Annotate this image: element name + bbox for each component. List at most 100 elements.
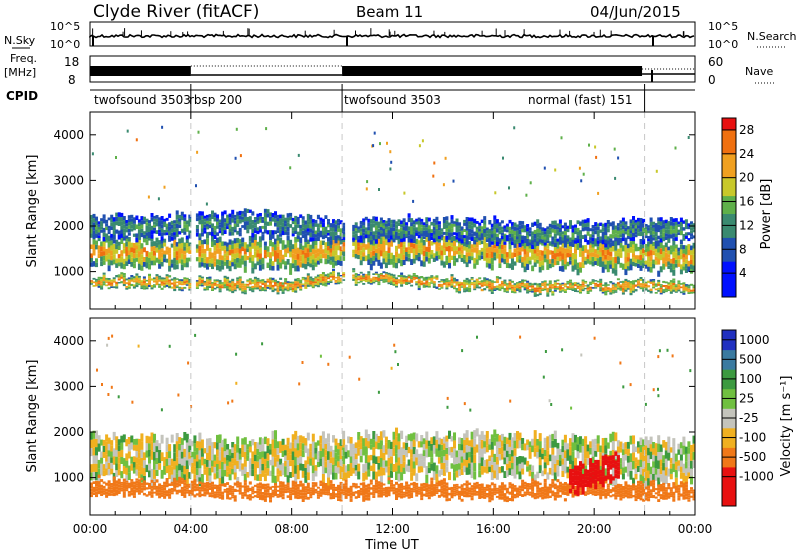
heatmap-cell bbox=[265, 127, 267, 130]
heatmap-cell bbox=[330, 240, 333, 244]
heatmap-cell bbox=[115, 156, 117, 159]
heatmap-cell bbox=[362, 438, 365, 447]
colorbar-segment bbox=[722, 190, 736, 197]
heatmap-cell bbox=[433, 445, 436, 454]
heatmap-cell bbox=[264, 466, 267, 473]
heatmap-cell bbox=[289, 166, 291, 169]
heatmap-cell bbox=[277, 230, 280, 233]
freq-tick-low: 8 bbox=[68, 73, 76, 87]
heatmap-cell bbox=[298, 154, 300, 157]
heatmap-cell bbox=[551, 448, 554, 455]
heatmap-cell bbox=[662, 455, 665, 463]
heatmap-cell bbox=[561, 287, 564, 289]
heatmap-cell bbox=[251, 220, 254, 224]
heatmap-cell bbox=[327, 283, 330, 285]
heatmap-cell bbox=[445, 282, 448, 284]
heatmap-cell bbox=[564, 291, 567, 293]
heatmap-cell bbox=[251, 282, 254, 284]
heatmap-cell bbox=[322, 219, 325, 223]
heatmap-cell bbox=[196, 151, 198, 154]
heatmap-cell bbox=[385, 277, 388, 279]
heatmap-cell bbox=[494, 191, 496, 194]
heatmap-cell bbox=[264, 213, 267, 217]
heatmap-cell bbox=[118, 457, 121, 463]
heatmap-cell bbox=[509, 283, 512, 285]
heatmap-cell bbox=[579, 286, 582, 288]
heatmap-cell bbox=[546, 254, 549, 259]
heatmap-cell bbox=[688, 136, 690, 139]
heatmap-cell bbox=[314, 241, 317, 245]
heatmap-cell bbox=[456, 219, 459, 223]
heatmap-cell bbox=[95, 455, 98, 463]
heatmap-cell bbox=[579, 221, 582, 225]
heatmap-cell bbox=[337, 222, 340, 225]
y-tick-label: 4000 bbox=[53, 128, 84, 142]
heatmap-cell bbox=[458, 289, 461, 291]
heatmap-cell bbox=[458, 457, 461, 463]
heatmap-cell bbox=[398, 254, 401, 259]
heatmap-cell bbox=[118, 212, 121, 217]
heatmap-cell bbox=[445, 278, 448, 280]
heatmap-cell bbox=[556, 280, 559, 282]
heatmap-cell bbox=[652, 474, 655, 480]
heatmap-cell bbox=[294, 228, 297, 231]
heatmap-cell bbox=[640, 218, 643, 223]
heatmap-cell bbox=[362, 248, 365, 253]
heatmap-cell bbox=[133, 263, 136, 268]
heatmap-cell bbox=[178, 283, 181, 285]
heatmap-cell bbox=[108, 253, 111, 259]
heatmap-cell bbox=[493, 215, 496, 220]
heatmap-cell bbox=[366, 180, 368, 183]
heatmap-cell bbox=[143, 262, 146, 267]
heatmap-cell bbox=[471, 225, 474, 229]
heatmap-cell bbox=[544, 167, 546, 170]
heatmap-cell bbox=[231, 210, 234, 214]
heatmap-cell bbox=[640, 239, 643, 244]
heatmap-cell bbox=[236, 128, 238, 131]
heatmap-cell bbox=[304, 287, 307, 289]
heatmap-cell bbox=[544, 456, 547, 462]
heatmap-cell bbox=[130, 252, 133, 257]
heatmap-cell bbox=[521, 468, 524, 474]
heatmap-cell bbox=[619, 253, 622, 258]
heatmap-cell bbox=[471, 252, 474, 256]
heatmap-cell bbox=[609, 242, 612, 246]
heatmap-cell bbox=[687, 238, 690, 241]
heatmap-cell bbox=[251, 470, 254, 476]
heatmap-cell bbox=[362, 277, 365, 279]
heatmap-cell bbox=[277, 468, 280, 475]
heatmap-cell bbox=[181, 289, 184, 291]
heatmap-cell bbox=[251, 233, 254, 237]
colorbar-tick-label: 12 bbox=[739, 218, 754, 232]
heatmap-cell bbox=[675, 233, 678, 237]
heatmap-cell bbox=[458, 284, 461, 286]
heatmap-cell bbox=[493, 438, 496, 446]
heatmap-cell bbox=[312, 473, 315, 481]
heatmap-cell bbox=[244, 292, 247, 294]
heatmap-cell bbox=[632, 435, 635, 444]
heatmap-cell bbox=[324, 274, 327, 276]
heatmap-cell bbox=[566, 288, 569, 290]
heatmap-cell bbox=[327, 434, 330, 443]
heatmap-cell bbox=[186, 263, 189, 268]
heatmap-cell bbox=[350, 463, 353, 470]
heatmap-cell bbox=[239, 232, 242, 236]
search-tick-low: 10^0 bbox=[708, 38, 738, 51]
heatmap-cell bbox=[123, 275, 126, 277]
heatmap-cell bbox=[556, 443, 559, 449]
heatmap-cell bbox=[108, 282, 111, 284]
heatmap-cell bbox=[423, 236, 426, 239]
heatmap-cell bbox=[675, 289, 678, 290]
heatmap-cell bbox=[627, 266, 630, 271]
heatmap-cell bbox=[662, 470, 665, 478]
heatmap-cell bbox=[164, 186, 166, 189]
heatmap-cell bbox=[156, 223, 159, 227]
heatmap-cell bbox=[357, 274, 360, 276]
heatmap-cell bbox=[433, 227, 436, 231]
heatmap-cell bbox=[95, 279, 98, 281]
heatmap-cell bbox=[554, 253, 557, 259]
heatmap-cell bbox=[584, 281, 587, 282]
heatmap-cell bbox=[554, 238, 557, 242]
heatmap-cell bbox=[378, 188, 380, 191]
